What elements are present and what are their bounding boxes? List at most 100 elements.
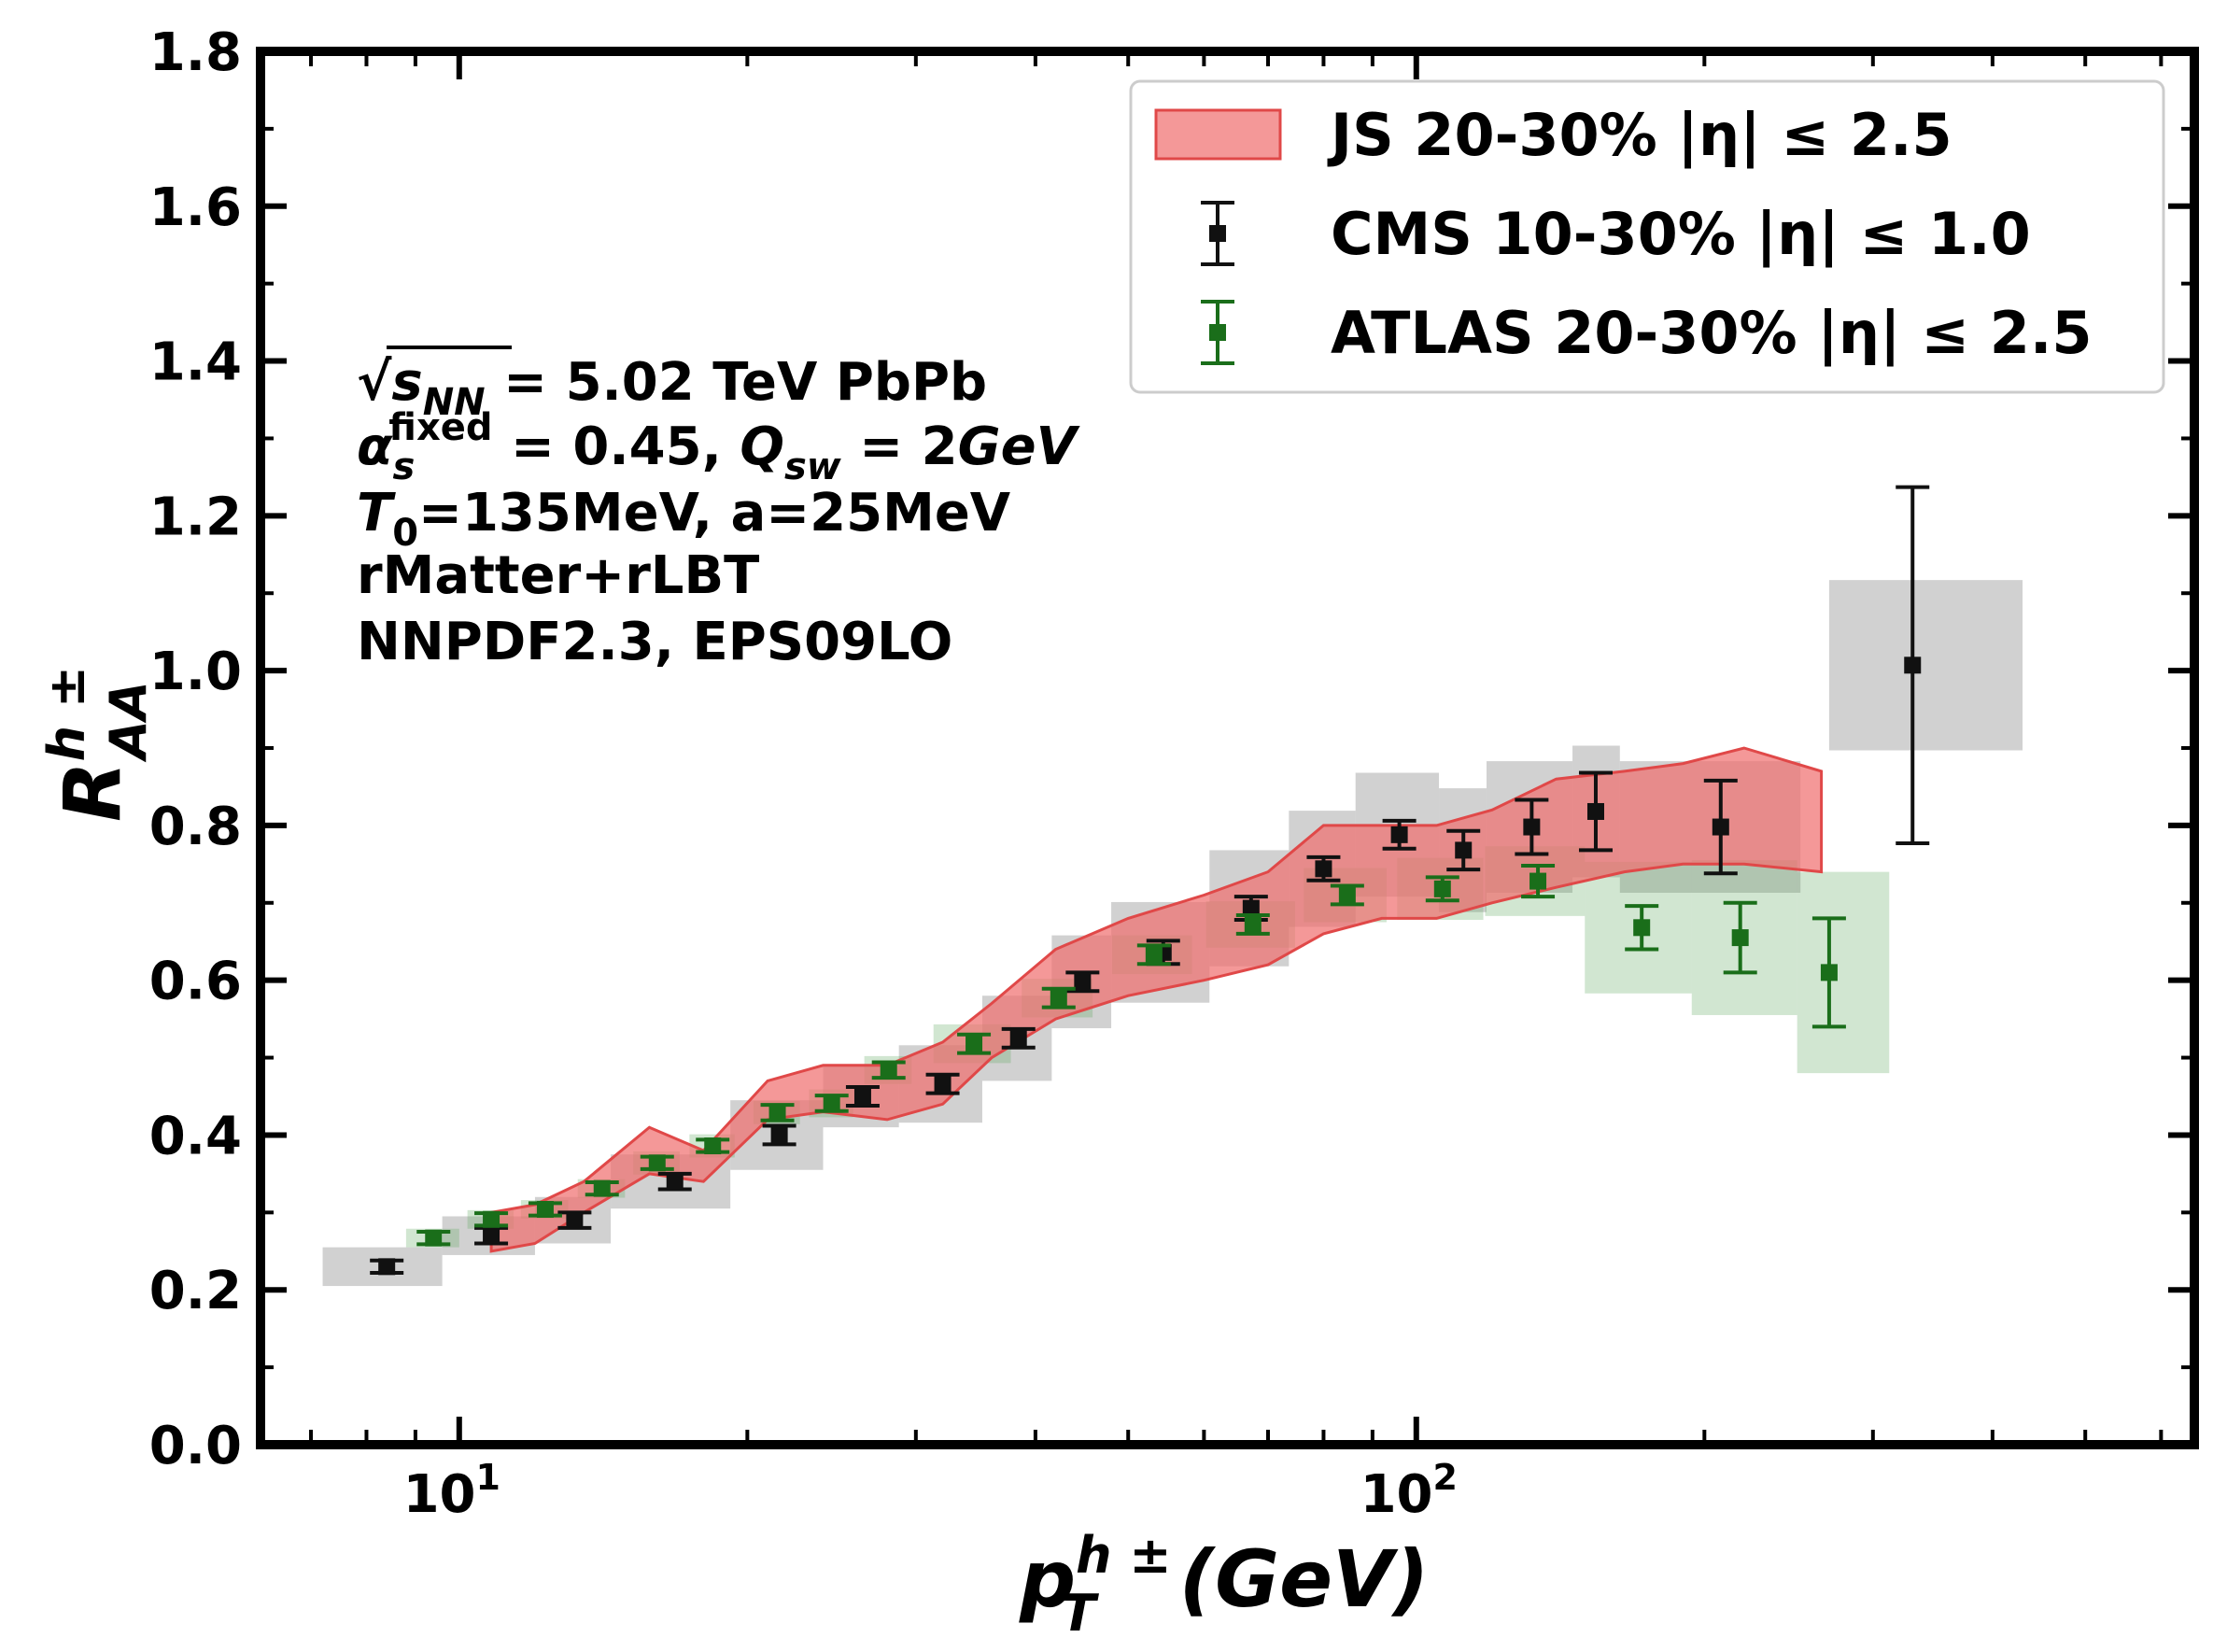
x-axis-label: ph ± T (GeV): [1019, 1526, 1429, 1643]
marker-atlas-12: [1244, 915, 1262, 933]
marker-atlas-3: [593, 1179, 611, 1197]
point-cms-13: [1446, 828, 1481, 872]
point-cms-17: [1896, 485, 1930, 845]
point-atlas-3: [585, 1179, 619, 1197]
point-cms-14: [1515, 798, 1549, 856]
ytick-label-5: 1.0: [149, 642, 242, 702]
ytick-label-4: 0.8: [149, 797, 242, 857]
ytick-label-3: 0.6: [149, 952, 242, 1012]
point-atlas-18: [1811, 916, 1846, 1029]
ytick-label-2: 0.4: [149, 1106, 242, 1166]
annotation-line-0: √sNN = 5.02 TeV PbPb: [357, 352, 987, 424]
marker-atlas-15: [1529, 872, 1547, 890]
marker-cms-5: [853, 1088, 871, 1105]
point-cms-7: [1001, 1026, 1036, 1050]
marker-atlas-17: [1731, 929, 1749, 947]
legend-entry-0: JS 20-30% |η| ≤ 2.5: [1154, 101, 1952, 170]
sys-box-cms-17: [1828, 580, 2023, 751]
point-cms-11: [1306, 854, 1341, 882]
marker-cms-15: [1586, 802, 1604, 820]
annotation-line-4: NNPDF2.3, EPS09LO: [357, 612, 952, 672]
marker-cms-13: [1455, 841, 1473, 859]
marker-cms-3: [666, 1173, 684, 1191]
marker-atlas-18: [1820, 964, 1838, 981]
xtick-label-0: 101: [403, 1457, 500, 1525]
marker-cms-17: [1904, 657, 1922, 674]
js-band-area: [489, 746, 1824, 1253]
legend: JS 20-30% |η| ≤ 2.5 CMS 10-30% |η| ≤ 1.0 A…: [1129, 79, 2165, 394]
point-atlas-9: [957, 1032, 992, 1055]
legend-entry-2: ATLAS 20-30% |η| ≤ 2.5: [1201, 299, 2093, 368]
point-cms-4: [762, 1123, 796, 1147]
marker-atlas-14: [1433, 880, 1451, 897]
x-tick-labels: 101 102: [403, 1457, 1458, 1525]
point-cms-2: [557, 1210, 592, 1230]
point-cms-3: [657, 1171, 692, 1192]
legend-entry-1: CMS 10-30% |η| ≤ 1.0: [1201, 200, 2031, 269]
marker-cms-16: [1712, 818, 1729, 836]
marker-atlas-5: [704, 1137, 722, 1155]
point-cms-8: [1065, 970, 1100, 994]
point-cms-1: [474, 1225, 509, 1246]
point-atlas-13: [1330, 883, 1364, 907]
marker-cms-0: [378, 1258, 396, 1276]
point-atlas-11: [1136, 943, 1171, 967]
legend-marker-1: [1209, 225, 1226, 242]
y-tick-labels: 0.0 0.2 0.4 0.6 0.8 1.0 1.2 1.4 1.6 1.8: [149, 22, 242, 1476]
ytick-label-0: 0.0: [149, 1416, 242, 1476]
ytick-label-6: 1.2: [149, 487, 242, 547]
ytick-label-8: 1.6: [149, 177, 242, 238]
error-bars: [370, 485, 1930, 1276]
point-atlas-4: [640, 1154, 674, 1172]
point-cms-5: [845, 1085, 880, 1108]
point-atlas-15: [1521, 863, 1556, 899]
y-axis-label: Rh ±AA: [37, 666, 158, 822]
legend-swatch-0: [1154, 108, 1282, 161]
marker-cms-7: [1009, 1029, 1027, 1047]
marker-atlas-13: [1338, 886, 1356, 904]
point-cms-6: [925, 1072, 960, 1095]
annotation-line-3: rMatter+rLBT: [357, 545, 759, 606]
legend-label-1: CMS 10-30% |η| ≤ 1.0: [1331, 200, 2031, 269]
point-atlas-0: [416, 1229, 451, 1247]
point-cms-15: [1578, 770, 1613, 853]
point-atlas-1: [474, 1210, 509, 1228]
point-atlas-2: [528, 1201, 562, 1219]
marker-atlas-6: [768, 1104, 786, 1122]
point-atlas-12: [1235, 913, 1270, 936]
marker-atlas-8: [880, 1061, 897, 1079]
legend-box: [1129, 79, 2165, 394]
marker-cms-6: [934, 1075, 951, 1093]
marker-cms-1: [483, 1227, 500, 1245]
marker-atlas-7: [823, 1094, 840, 1112]
marker-cms-11: [1315, 860, 1332, 878]
xtick-label-1: 102: [1360, 1457, 1458, 1525]
marker-atlas-2: [536, 1201, 554, 1219]
marker-cms-12: [1390, 826, 1408, 843]
legend-label-2: ATLAS 20-30% |η| ≤ 2.5: [1331, 299, 2093, 368]
sys-box-atlas-18: [1797, 871, 1890, 1074]
marker-cms-14: [1523, 818, 1541, 836]
marker-cms-8: [1074, 973, 1092, 991]
point-atlas-8: [871, 1060, 906, 1080]
point-cms-16: [1703, 778, 1738, 876]
theory-band: [489, 746, 1824, 1253]
ytick-label-7: 1.4: [149, 332, 242, 393]
point-cms-12: [1382, 818, 1417, 851]
point-atlas-14: [1425, 875, 1459, 903]
point-atlas-7: [814, 1094, 849, 1113]
point-atlas-17: [1723, 900, 1757, 975]
annotation-line-2: T0=135MeV, a=25MeV: [357, 483, 1011, 555]
marker-atlas-10: [1050, 989, 1067, 1007]
ytick-label-9: 1.8: [149, 22, 242, 83]
marker-atlas-4: [648, 1154, 666, 1172]
point-atlas-10: [1041, 986, 1076, 1010]
marker-cms-2: [566, 1211, 584, 1229]
plot-frame: [256, 47, 2199, 1449]
marker-atlas-1: [483, 1210, 500, 1228]
marker-atlas-0: [425, 1229, 443, 1247]
point-cms-0: [370, 1258, 404, 1276]
point-atlas-5: [696, 1137, 730, 1155]
